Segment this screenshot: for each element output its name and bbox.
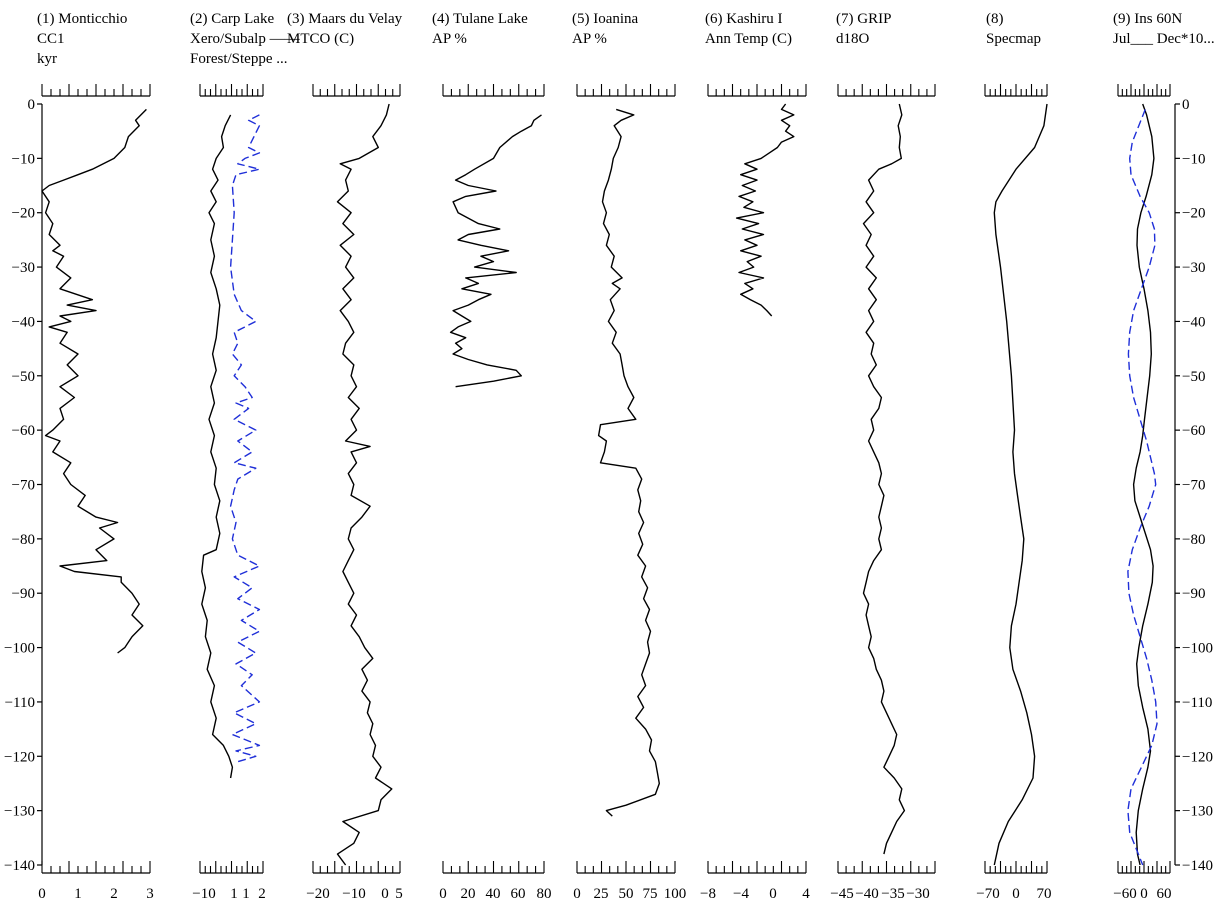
x-tick-label: 75: [643, 886, 658, 902]
panel-title-line: Ann Temp (C): [705, 31, 792, 47]
x-tick-label: 20: [461, 886, 476, 902]
series-line: [201, 114, 234, 779]
x-tick-label: −40: [855, 886, 878, 902]
x-tick-label: 1: [242, 886, 250, 902]
x-tick-label: 60: [1157, 886, 1172, 902]
series-line: [1132, 103, 1155, 866]
x-tick-label: −8: [700, 886, 716, 902]
left-y-tick-label: −20: [12, 206, 35, 222]
x-tick-label: 4: [802, 886, 810, 902]
left-y-tick-label: −40: [12, 314, 35, 330]
x-tick-label: 25: [594, 886, 609, 902]
panel-title-line: (3) Maars du Velay: [287, 11, 403, 27]
x-tick-label: 2: [110, 886, 118, 902]
left-y-tick-label: −50: [12, 369, 35, 385]
x-tick-label: 70: [1037, 886, 1052, 902]
x-tick-label: 1: [74, 886, 82, 902]
panel-title-line: Forest/Steppe ...: [190, 51, 288, 67]
right-y-tick-label: −30: [1182, 260, 1205, 276]
x-tick-label: −4: [733, 886, 749, 902]
right-y-tick-label: −40: [1182, 314, 1205, 330]
x-tick-label: 80: [537, 886, 552, 902]
x-tick-label: −60: [1113, 886, 1136, 902]
right-y-tick-label: −80: [1182, 532, 1205, 548]
series-line: [735, 103, 795, 317]
x-tick-label: 40: [486, 886, 501, 902]
panel-title-line: (4) Tulane Lake: [432, 11, 528, 27]
left-y-tick-label: −130: [4, 804, 35, 820]
left-y-tick-label: −60: [12, 423, 35, 439]
panel-title-line: d18O: [836, 31, 870, 47]
right-y-tick-label: −120: [1182, 749, 1213, 765]
x-tick-label: −70: [976, 886, 999, 902]
x-tick-label: 5: [395, 886, 403, 902]
x-tick-label: 50: [619, 886, 634, 902]
right-y-tick-label: −20: [1182, 206, 1205, 222]
x-tick-label: 2: [258, 886, 266, 902]
x-tick-label: 0: [1140, 886, 1148, 902]
series-line: [993, 103, 1048, 866]
x-tick-label: 0: [1012, 886, 1020, 902]
series-line: [597, 108, 660, 817]
dashed-series-line: [1127, 109, 1158, 866]
panel-title-line: (8): [986, 11, 1004, 27]
left-y-tick-label: −140: [4, 858, 35, 874]
right-y-tick-label: −50: [1182, 369, 1205, 385]
panel-title-line: (6) Kashiru I: [705, 11, 782, 27]
x-tick-label: 60: [511, 886, 526, 902]
right-y-tick-label: −140: [1182, 858, 1213, 874]
panel-title-line: (9) Ins 60N: [1113, 11, 1182, 27]
panel-title-line: (5) Ioanina: [572, 11, 639, 27]
x-tick-label: 0: [439, 886, 447, 902]
right-y-tick-label: −70: [1182, 478, 1205, 494]
x-tick-label: 3: [146, 886, 154, 902]
x-tick-label: −45: [830, 886, 853, 902]
x-tick-label: −20: [306, 886, 329, 902]
panel-title-line: Jul___ Dec*10...: [1113, 31, 1215, 47]
panel-title-line: Xero/Subalp ——: [190, 31, 301, 47]
right-y-tick-label: −110: [1182, 695, 1212, 711]
x-tick-label: 1: [230, 886, 238, 902]
right-y-tick-label: −10: [1182, 151, 1205, 167]
left-y-tick-label: −120: [4, 749, 35, 765]
panel-title-line: AP %: [432, 31, 467, 47]
right-y-tick-label: −90: [1182, 586, 1205, 602]
series-line: [862, 103, 906, 855]
panel-title-line: MTCO (C): [287, 31, 354, 47]
left-y-tick-label: −80: [12, 532, 35, 548]
left-y-tick-label: −110: [5, 695, 35, 711]
left-y-tick-label: −70: [12, 478, 35, 494]
panel-title-line: (1) Monticchio: [37, 11, 127, 27]
x-tick-label: −10: [342, 886, 365, 902]
panel-title-line: CC1: [37, 31, 65, 47]
right-y-tick-label: −60: [1182, 423, 1205, 439]
panel-title-line: (7) GRIP: [836, 11, 891, 27]
left-y-tick-label: −10: [12, 151, 35, 167]
panel-title-line: AP %: [572, 31, 607, 47]
x-tick-label: −35: [881, 886, 904, 902]
x-tick-label: 0: [381, 886, 389, 902]
panel-title-line: (2) Carp Lake: [190, 11, 274, 27]
left-y-tick-label: 0: [28, 97, 36, 113]
x-tick-label: −10: [192, 886, 215, 902]
dashed-series-line: [229, 114, 261, 763]
left-y-tick-label: −100: [4, 641, 35, 657]
x-tick-label: 0: [769, 886, 777, 902]
series-line: [449, 114, 542, 388]
x-tick-label: 0: [38, 886, 46, 902]
x-tick-label: 0: [573, 886, 581, 902]
right-y-tick-label: −100: [1182, 641, 1213, 657]
series-line: [41, 108, 147, 654]
right-y-tick-label: 0: [1182, 97, 1190, 113]
x-tick-label: 100: [664, 886, 687, 902]
right-y-tick-label: −130: [1182, 804, 1213, 820]
panel-title-line: kyr: [37, 51, 57, 67]
panel-title-line: Specmap: [986, 31, 1041, 47]
left-y-tick-label: −90: [12, 586, 35, 602]
x-tick-label: −30: [906, 886, 929, 902]
series-line: [336, 103, 393, 866]
left-y-tick-label: −30: [12, 260, 35, 276]
